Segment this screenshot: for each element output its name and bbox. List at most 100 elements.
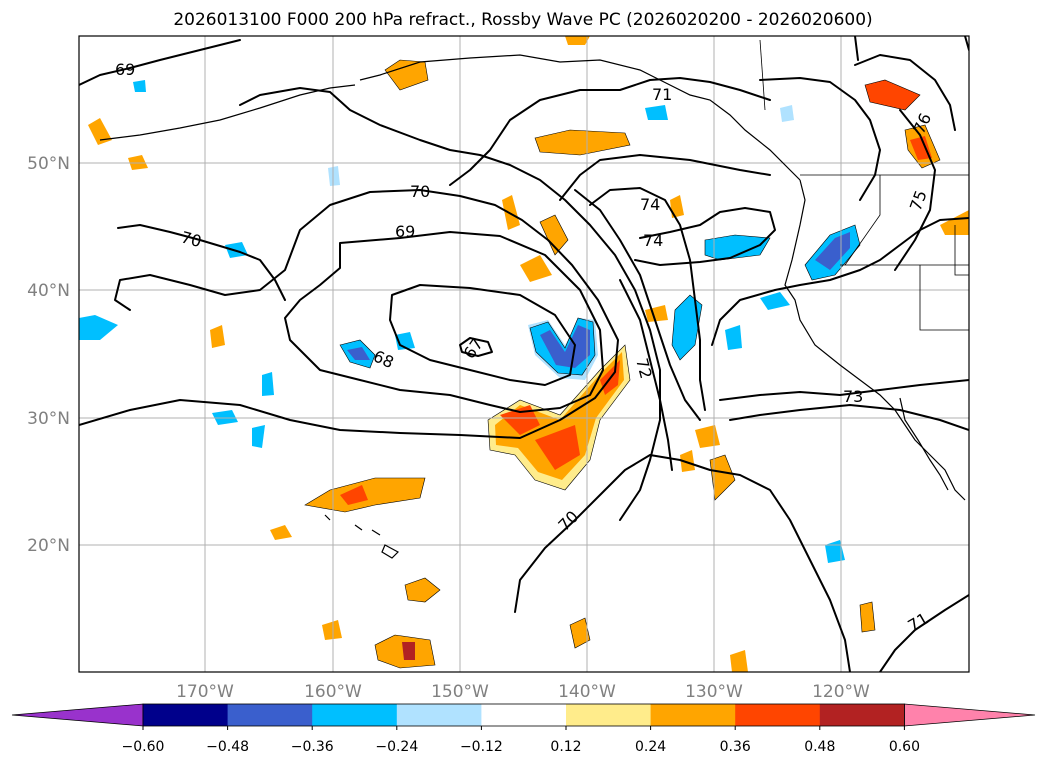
contour-71-southeast xyxy=(879,594,969,672)
shaded-area xyxy=(730,650,748,672)
shaded-area xyxy=(709,454,736,501)
map-frame xyxy=(78,35,970,673)
contour-74 xyxy=(589,187,706,411)
contour-76 xyxy=(854,54,956,131)
shaded-area xyxy=(262,372,274,396)
latitude-tick-labels: 50°N 40°N 30°N 20°N xyxy=(27,154,70,556)
colorbar-segment xyxy=(143,704,229,726)
shaded-area xyxy=(680,450,695,472)
colorbar-tick-label: −0.48 xyxy=(206,739,249,755)
colorbar-tick-label: 0.60 xyxy=(889,739,920,755)
contour-label: 73 xyxy=(843,387,863,406)
colorbar-tick-label: −0.12 xyxy=(460,739,503,755)
shaded-area xyxy=(328,166,340,186)
shaded-area xyxy=(540,325,590,368)
contour-label: 69 xyxy=(115,60,135,79)
shaded-area xyxy=(864,79,921,111)
contour-67 xyxy=(459,337,493,357)
shaded-area xyxy=(859,601,876,633)
lon-tick-label: 170°W xyxy=(176,682,234,702)
contour-label: 69 xyxy=(395,222,415,241)
lat-tick-label: 40°N xyxy=(27,281,70,301)
shaded-area xyxy=(79,315,118,340)
colorbar-segment xyxy=(650,704,736,726)
shaded-area xyxy=(520,255,552,282)
contour-74-east xyxy=(634,207,776,266)
contour-73-south xyxy=(729,404,969,431)
contour-label: 70 xyxy=(179,228,204,252)
contour-70-large xyxy=(79,189,619,439)
contour-label: 72 xyxy=(632,356,656,381)
north-america-west-coast xyxy=(784,179,966,501)
map-background xyxy=(79,36,969,672)
colorbar-tick-label: 0.48 xyxy=(804,739,835,755)
colorbar: −0.60 −0.48 −0.36 −0.24 −0.12 0.12 0.24 0.36 0.4… xyxy=(11,703,1036,755)
lat-tick-label: 50°N xyxy=(27,154,70,174)
shaded-area xyxy=(645,105,668,120)
contour-70-west xyxy=(117,224,286,301)
shaded-area xyxy=(210,325,225,348)
shaded-area xyxy=(569,617,591,649)
colorbar-tick-label: 0.24 xyxy=(635,739,666,755)
colorbar-segment xyxy=(481,704,567,726)
shaded-area xyxy=(671,294,703,361)
shaded-area xyxy=(704,234,771,261)
aleutian-islands xyxy=(99,84,356,141)
shaded-area xyxy=(88,118,112,145)
shaded-area xyxy=(270,525,292,540)
shaded-area xyxy=(760,292,790,310)
colorbar-tick-label: −0.36 xyxy=(291,739,334,755)
shaded-area xyxy=(940,210,969,235)
shaded-area xyxy=(252,425,265,448)
shaded-area xyxy=(725,325,742,350)
shaded-area xyxy=(402,642,415,660)
coastlines xyxy=(99,54,966,559)
colorbar-segment xyxy=(227,704,313,726)
map-panel: 69 71 76 75 70 70 69 74 74 68 67 72 73 7… xyxy=(27,35,970,702)
contour-69-inner xyxy=(284,231,604,413)
lat-tick-label: 20°N xyxy=(27,536,70,556)
hawaii-islands xyxy=(324,514,399,559)
shaded-area xyxy=(825,540,845,563)
colorbar-segment xyxy=(819,704,905,726)
colorbar-tick-label: −0.24 xyxy=(375,739,418,755)
contour-label: 74 xyxy=(640,195,660,214)
lat-tick-label: 30°N xyxy=(27,409,70,429)
shaded-area xyxy=(404,577,441,603)
shaded-area xyxy=(322,620,342,640)
shaded-area xyxy=(502,195,520,230)
colorbar-extend-max xyxy=(904,703,1036,727)
lon-tick-label: 120°W xyxy=(812,682,870,702)
colorbar-segment xyxy=(735,704,821,726)
colorbar-tick-label: 0.36 xyxy=(720,739,751,755)
graticule xyxy=(79,36,969,672)
lon-tick-label: 150°W xyxy=(431,682,489,702)
shaded-area xyxy=(539,214,569,256)
shaded-positive-anomalies xyxy=(88,36,969,672)
shaded-area xyxy=(910,136,932,160)
contour-70-south xyxy=(514,454,851,672)
contour-73-mid xyxy=(711,217,969,346)
contour-lines xyxy=(79,36,969,672)
shaded-area xyxy=(534,129,631,156)
colorbar-segment xyxy=(312,704,398,726)
baja-california xyxy=(899,397,949,491)
colorbar-tick-label: −0.60 xyxy=(122,739,165,755)
contour-70-east xyxy=(854,36,969,61)
contour-label: 70 xyxy=(410,182,430,201)
longitude-tick-labels: 170°W 160°W 150°W 140°W 130°W 120°W xyxy=(176,682,870,702)
contour-label: 74 xyxy=(643,231,663,250)
contour-71 xyxy=(449,77,771,186)
colorbar-segment xyxy=(566,704,652,726)
contour-label: 71 xyxy=(652,85,672,104)
lon-tick-label: 130°W xyxy=(685,682,743,702)
contour-68 xyxy=(389,284,576,386)
figure-title: 2026013100 F000 200 hPa refract., Rossby… xyxy=(173,10,872,30)
lon-tick-label: 140°W xyxy=(558,682,616,702)
shaded-area xyxy=(780,105,794,122)
shaded-area xyxy=(347,347,370,360)
contour-71-east xyxy=(759,77,881,201)
colorbar-tick-label: 0.12 xyxy=(550,739,581,755)
shaded-area xyxy=(535,425,580,470)
